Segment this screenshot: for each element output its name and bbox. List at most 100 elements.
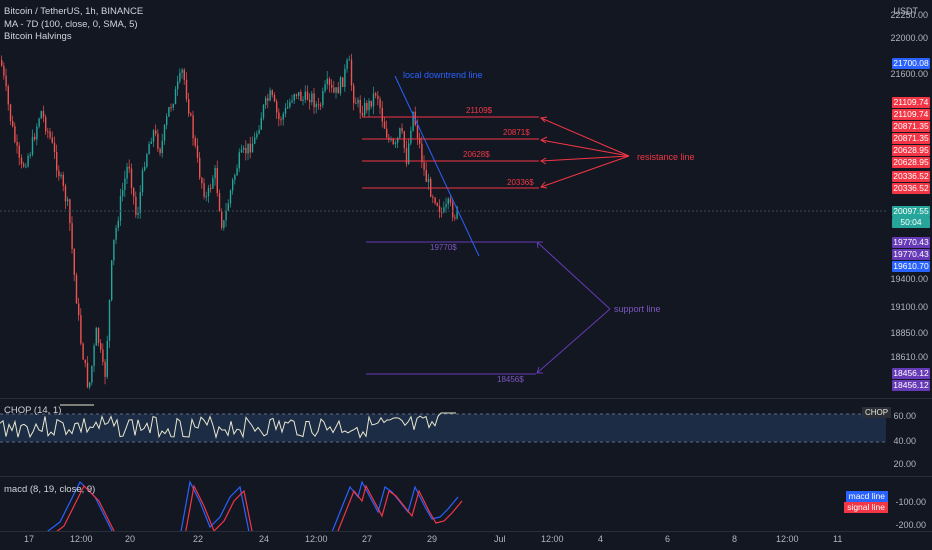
- candle-body: [445, 204, 447, 208]
- candle-body: [315, 104, 317, 108]
- chop-title[interactable]: CHOP (14, 1): [4, 405, 62, 416]
- candle-body: [71, 223, 73, 250]
- candle-body: [278, 112, 280, 120]
- candle-body: [289, 101, 291, 107]
- signal-legend: signal line: [844, 502, 888, 513]
- ma-indicator-label[interactable]: MA - 7D (100, close, 0, SMA, 5): [4, 19, 138, 30]
- candle-body: [40, 111, 42, 119]
- price-tick: 18610.00: [890, 352, 928, 362]
- candle-body: [243, 147, 245, 150]
- halvings-indicator-label[interactable]: Bitcoin Halvings: [4, 31, 72, 42]
- time-tick: 11: [833, 534, 843, 544]
- downtrend-label: local downtrend line: [403, 70, 483, 80]
- candle-body: [313, 93, 315, 108]
- price-tick: 22000.00: [890, 33, 928, 43]
- price-tag: 19770.43: [892, 249, 930, 260]
- candle-body: [166, 116, 168, 126]
- pane-separator[interactable]: [0, 476, 932, 477]
- candle-body: [177, 81, 179, 90]
- candle-body: [113, 239, 115, 261]
- candle-body: [423, 162, 425, 171]
- candle-body: [383, 121, 386, 129]
- candle-body: [183, 69, 185, 80]
- chop-tick: 60.00: [893, 411, 916, 421]
- candle-body: [106, 340, 108, 377]
- candle-body: [386, 128, 388, 138]
- support-arrows: [536, 241, 611, 374]
- candle-body: [401, 128, 403, 132]
- candle-body: [328, 78, 331, 85]
- candle-body: [16, 141, 18, 146]
- chop-chart[interactable]: [0, 399, 886, 475]
- candle-body: [49, 131, 51, 138]
- candle-body: [221, 211, 223, 228]
- candle-body: [408, 143, 410, 164]
- chop-band: [0, 414, 886, 442]
- candle-body: [133, 187, 135, 197]
- candle-body: [227, 203, 229, 211]
- candle-body: [117, 220, 119, 228]
- candle-body: [212, 178, 214, 189]
- candle-body: [326, 78, 328, 85]
- candle-body: [218, 193, 221, 212]
- candle-body: [265, 98, 267, 105]
- candle-body: [302, 99, 304, 101]
- price-tag: 19610.70: [892, 261, 930, 272]
- macd-tick: -200.00: [895, 520, 926, 530]
- candle-body: [51, 137, 53, 143]
- candle-body: [119, 195, 122, 221]
- candle-body: [372, 93, 375, 107]
- candle-body: [392, 139, 394, 145]
- candle-body: [447, 198, 449, 205]
- candle-body: [223, 220, 225, 228]
- candle-body: [93, 345, 95, 366]
- price-tick: 19100.00: [890, 302, 928, 312]
- candle-body: [397, 137, 399, 143]
- candle-body: [405, 148, 408, 164]
- candle-body: [317, 104, 320, 106]
- resistance-arrows: [539, 116, 630, 189]
- candle-body: [148, 143, 150, 155]
- macd-chart[interactable]: [0, 477, 886, 531]
- candle-body: [214, 167, 216, 179]
- support-label: support line: [614, 304, 661, 314]
- candle-body: [337, 87, 339, 94]
- candle-body: [139, 192, 141, 214]
- candle-body: [62, 174, 64, 186]
- candle-body: [249, 143, 251, 153]
- candle-body: [449, 198, 452, 203]
- candle-body: [102, 349, 104, 362]
- time-tick: 17: [24, 534, 35, 544]
- candle-body: [309, 99, 311, 103]
- time-axis[interactable]: 17 12:00 20 22 24 12:00 27 29 Jul 12:00 …: [0, 534, 886, 548]
- symbol-title[interactable]: Bitcoin / TetherUS, 1h, BINANCE: [4, 6, 144, 17]
- candle-body: [12, 121, 14, 127]
- candle-body: [240, 149, 243, 153]
- candle-body: [137, 213, 139, 215]
- candle-body: [229, 190, 232, 204]
- pane-separator[interactable]: [0, 398, 932, 399]
- price-tick: 18850.00: [890, 328, 928, 338]
- price-tick: 19400.00: [890, 274, 928, 284]
- time-axis-separator: [0, 531, 932, 532]
- candle-body: [342, 77, 344, 87]
- candle-body: [34, 136, 36, 140]
- candle-body: [179, 72, 181, 82]
- candle-body: [454, 217, 456, 219]
- candle-body: [174, 89, 177, 105]
- macd-title[interactable]: macd (8, 19, close, 9): [4, 484, 96, 495]
- candle-body: [53, 142, 56, 152]
- price-chart[interactable]: [0, 0, 886, 398]
- level-label-19770: 19770$: [430, 243, 457, 252]
- candle-body: [152, 130, 155, 142]
- chop-tag: CHOP: [862, 407, 892, 418]
- candle-body: [38, 118, 40, 127]
- candle-body: [225, 210, 227, 221]
- countdown-tag: 50:04: [892, 217, 930, 228]
- candle-body: [126, 166, 128, 179]
- price-tag: 20336.52: [892, 183, 930, 194]
- candle-body: [441, 211, 443, 213]
- candle-body: [269, 90, 271, 101]
- level-label-20628: 20628$: [463, 150, 490, 159]
- candle-body: [370, 100, 372, 107]
